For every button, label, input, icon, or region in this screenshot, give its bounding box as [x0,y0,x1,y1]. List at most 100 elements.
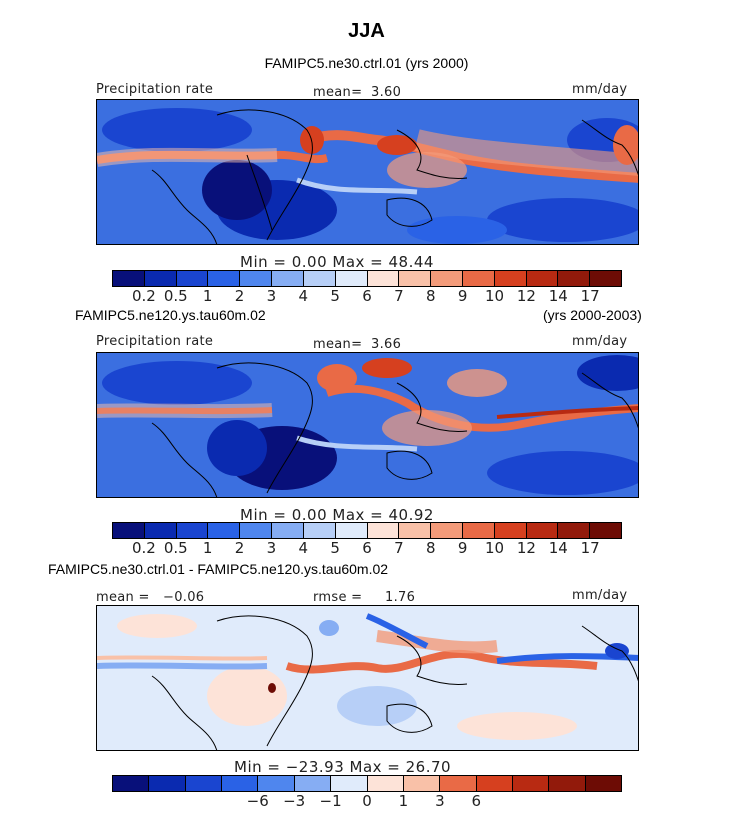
panel-1-precip-map [96,99,639,245]
panel-1-min-max: Min = 0.00 Max = 48.44 [240,253,434,271]
colorbar-tick-label: 12 [516,539,536,557]
panel-1-case-title: FAMIPC5.ne30.ctrl.01 (yrs 2000) [264,55,469,71]
panel-3-mean-label: mean = [96,590,150,605]
colorbar-cell [590,523,621,538]
colorbar-tick-label: 10 [484,539,505,557]
colorbar-cell [526,271,559,286]
colorbar-cell [512,776,550,791]
colorbar-tick-label: 1 [202,287,213,305]
colorbar-tick-label: 1 [398,792,409,810]
colorbar-tick-label: 2 [234,287,245,305]
colorbar-cell [494,523,527,538]
panel-1-mean-label: mean= [313,85,363,100]
colorbar-tick-label: 5 [330,539,340,557]
colorbar-tick-label: 9 [457,539,468,557]
panel-2-colorbar-ticks: 0.2 0.5 1 2 3 4 5 6 7 8 9 10 12 14 17 [112,539,622,557]
colorbar-tick-label: 14 [548,539,568,557]
colorbar-tick-label: 1 [202,539,213,557]
panel-2-units: mm/day [572,334,628,349]
colorbar-tick-label: 6 [471,792,482,810]
colorbar-tick-label: 8 [425,287,436,305]
colorbar-cell [176,271,209,286]
colorbar-tick-label: 17 [580,539,600,557]
colorbar-tick-label: 0.2 [131,539,156,557]
panel-3-colorbar [112,775,622,792]
colorbar-cell [526,523,559,538]
colorbar-tick-label: 10 [484,287,505,305]
colorbar-tick-label: 0.5 [163,287,188,305]
colorbar-tick-label: 3 [266,287,277,305]
colorbar-tick-label: 4 [298,287,309,305]
colorbar-cell [494,271,527,286]
colorbar-tick-label: 12 [516,287,536,305]
colorbar-cell [303,271,336,286]
colorbar-cell [272,271,304,286]
colorbar-tick-label: 8 [425,539,436,557]
colorbar-cell [367,523,400,538]
figure-title: JJA [348,20,385,42]
colorbar-cell [113,271,145,286]
colorbar-cell [335,523,368,538]
colorbar-cell [144,271,177,286]
panel-3-colorbar-ticks: −6 −3 −1 0 1 3 6 [112,792,622,810]
colorbar-cell [399,523,432,538]
colorbar-tick-label: 3 [435,792,445,810]
colorbar-tick-label: 17 [580,287,600,305]
colorbar-cell [590,271,621,286]
colorbar-cell [185,776,223,791]
colorbar-cell [440,776,477,791]
colorbar-tick-label: 3 [266,539,277,557]
colorbar-cell [113,523,145,538]
panel-2-years: (yrs 2000-2003) [543,307,642,323]
panel-3-units: mm/day [572,588,628,603]
colorbar-cell [476,776,513,791]
panel-3-rmse-value: 1.76 [385,590,416,605]
colorbar-tick-label: 0.5 [163,539,188,557]
colorbar-cell [462,523,495,538]
colorbar-tick-label: 2 [234,539,245,557]
colorbar-cell [462,271,495,286]
panel-3-min-max: Min = −23.93 Max = 26.70 [234,758,452,776]
panel-3-difference-title: FAMIPC5.ne30.ctrl.01 - FAMIPC5.ne120.ys.… [48,561,389,577]
colorbar-tick-label: 7 [394,287,404,305]
colorbar-tick-label: 6 [362,287,372,305]
colorbar-cell [403,776,441,791]
panel-1-units: mm/day [572,82,628,97]
panel-1-variable-label: Precipitation rate [96,82,214,97]
colorbar-tick-label: 4 [298,539,309,557]
panel-3-difference-map [96,605,639,751]
colorbar-tick-label: 5 [330,287,340,305]
colorbar-cell [176,523,209,538]
colorbar-cell [331,776,368,791]
colorbar-cell [431,271,463,286]
colorbar-cell [367,776,404,791]
panel-3-rmse-label: rmse = [313,590,363,605]
colorbar-cell [208,271,241,286]
panel-1-colorbar-ticks: 0.2 0.5 1 2 3 4 5 6 7 8 9 10 12 14 17 [112,287,622,305]
colorbar-cell [558,523,591,538]
colorbar-cell [367,271,400,286]
panel-2-colorbar [112,522,622,539]
colorbar-tick-label: −1 [319,792,342,810]
colorbar-cell [558,271,591,286]
colorbar-tick-label: 7 [394,539,404,557]
colorbar-tick-label: −3 [283,792,306,810]
panel-1-mean-value: 3.60 [371,85,402,100]
panel-2-precip-map [96,352,639,498]
colorbar-cell [113,776,150,791]
colorbar-cell [399,271,432,286]
colorbar-cell [149,776,186,791]
colorbar-tick-label: 6 [362,539,372,557]
colorbar-cell [258,776,295,791]
colorbar-tick-label: 14 [548,287,568,305]
colorbar-cell [549,776,586,791]
colorbar-cell [240,523,273,538]
panel-3-mean-value: −0.06 [163,590,205,605]
colorbar-tick-label: 9 [457,287,468,305]
colorbar-cell [272,523,304,538]
colorbar-cell [335,271,368,286]
colorbar-cell [240,271,273,286]
panel-2-min-max: Min = 0.00 Max = 40.92 [240,506,434,524]
panel-2-mean-value: 3.66 [371,337,402,352]
colorbar-tick-label: 0.2 [131,287,156,305]
